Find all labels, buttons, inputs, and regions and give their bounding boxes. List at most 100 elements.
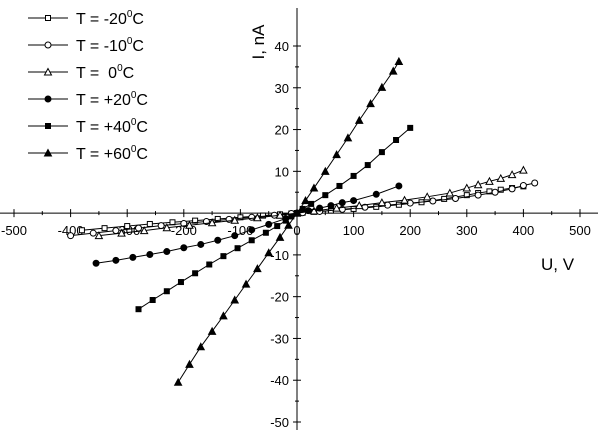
data-point [146,220,153,227]
y-tick-label: -10 [270,248,289,263]
data-point [519,165,528,174]
data-point [112,256,120,264]
data-point [400,195,409,204]
data-point [275,232,285,241]
series-5 [135,124,414,313]
data-point [354,201,364,210]
data-point [234,245,241,252]
data-point [163,248,171,256]
data-point [320,166,330,175]
data-point [185,220,194,229]
data-point [441,195,448,202]
data-point [89,229,97,237]
legend-label: T = 00C [76,63,134,82]
y-tick-label: -20 [270,290,289,305]
data-point [364,162,371,169]
data-point [531,179,539,187]
data-point [248,237,255,244]
x-tick-label: -500 [1,223,27,238]
data-point [274,223,281,230]
data-point [350,197,358,205]
data-point [135,306,142,313]
y-tick-label: 30 [275,81,289,96]
data-point [78,227,85,234]
data-point [422,192,432,201]
data-point [92,259,100,267]
data-point [284,220,293,229]
data-point [350,172,357,179]
legend-label: T = +400C [76,117,148,136]
data-point [275,210,285,219]
data-point [135,224,143,232]
data-point [407,124,414,131]
legend-marker [44,41,52,49]
data-point [117,228,126,237]
data-point [336,182,343,189]
data-point [94,231,104,240]
data-point [508,185,516,193]
legend-marker [44,95,52,103]
data-point [214,215,221,222]
y-tick-label: -30 [270,331,289,346]
data-point [262,229,269,236]
data-point [366,99,375,108]
data-point [230,215,240,224]
y-tick-label: 20 [275,123,289,138]
data-point [241,279,251,288]
data-point [485,176,494,185]
data-point [177,279,184,286]
data-point [395,182,403,190]
data-point [248,213,256,221]
legend-label: T = +200C [76,90,148,109]
data-point [207,326,217,335]
data-point [496,173,506,182]
legend-item: T = -200C [28,9,144,28]
data-point [491,188,499,196]
y-tick-label: -50 [270,415,289,430]
data-point [377,198,387,207]
data-point [162,223,172,232]
axes: -500 -400 -300 -200 -100 0 100 200 300 400 500-50-… [0,8,598,430]
data-point [377,82,387,91]
data-point [112,227,120,235]
data-point [265,220,273,228]
data-point [473,180,483,189]
data-point [206,261,213,268]
legend: T = -200C T = -100C T = 00C T = +200C T = +4… [28,9,148,163]
data-point [185,359,194,368]
data-point [372,190,380,198]
data-point [304,207,312,215]
data-point [301,196,310,205]
x-tick-label: -400 [58,223,84,238]
data-point [507,170,517,179]
data-point [322,192,329,199]
y-tick-label: -40 [270,373,289,388]
data-point [292,208,302,217]
data-point [445,188,455,197]
data-point [173,377,183,386]
data-point [253,264,262,273]
data-point [207,218,217,227]
x-axis-label: U, V [541,255,575,274]
data-point [231,232,239,240]
data-point [332,203,341,212]
series-layer [67,56,539,386]
series-6 [173,56,404,386]
legend-item: T = +600C [28,144,148,163]
series-line [177,61,400,383]
data-point [316,204,324,212]
legend-marker [45,123,51,129]
data-point [327,202,335,210]
data-point [343,133,353,142]
x-tick-label: 100 [343,223,365,238]
data-point [146,250,154,258]
legend-item: T = 00C [28,63,134,82]
y-tick-label: 10 [275,164,289,179]
data-point [214,236,222,244]
data-point [338,199,346,207]
y-axis-label: I, nA [249,24,268,60]
data-point [124,223,131,230]
data-point [230,295,240,304]
data-point [519,182,527,190]
data-point [309,206,319,215]
